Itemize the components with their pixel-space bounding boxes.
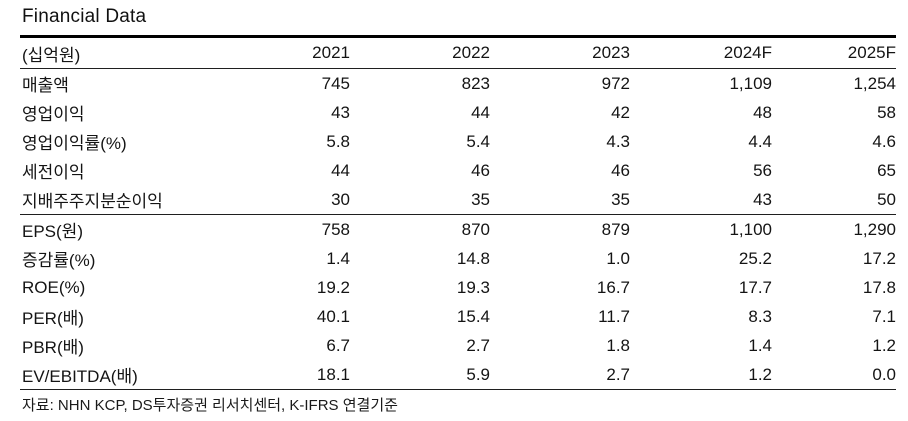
cell-value: 6.7: [326, 335, 350, 355]
cell-value: 56: [753, 160, 772, 180]
cell-value: 0.0: [772, 360, 896, 390]
cell-value: 1.4: [326, 248, 350, 268]
cell-value: 50: [772, 185, 896, 215]
cell-value: 2.7: [466, 335, 490, 355]
cell-value: 11.7: [598, 306, 630, 326]
cell-value: 44: [471, 102, 490, 122]
cell-value: 2.7: [490, 360, 630, 390]
cell-value: 30: [210, 185, 350, 215]
table-row-pbr: PBR(배) 6.7 2.7 1.8 1.4 1.2: [20, 331, 896, 360]
table-row-per: PER(배) 40.1 15.4 11.7 8.3 7.1: [20, 302, 896, 331]
cell-value: 745: [321, 73, 350, 93]
cell-value: 17.2: [862, 248, 896, 268]
cell-value: 5.9: [350, 360, 490, 390]
row-label: 지배주주지분순이익: [20, 185, 210, 215]
row-label: 영업이익률(%): [22, 134, 127, 153]
cell-value: 1.4: [748, 335, 772, 355]
cell-value: 65: [877, 160, 896, 180]
row-label: PER(배): [22, 309, 84, 328]
column-header-2025f: 2025F: [772, 36, 896, 69]
cell-value: 46: [611, 160, 630, 180]
row-label: 세전이익: [22, 163, 85, 182]
cell-value: 972: [601, 73, 630, 93]
cell-value: 25.2: [738, 248, 772, 268]
cell-value: 44: [331, 160, 350, 180]
financial-data-table: (십억원) 2021 2022 2023 2024F 2025F 매출액 745…: [20, 35, 896, 390]
table-row-operating-profit: 영업이익 43 44 42 48 58: [20, 98, 896, 127]
row-label: 증감률(%): [22, 251, 96, 270]
unit-label: (십억원): [20, 36, 210, 69]
cell-value: 1.0: [606, 248, 630, 268]
header-row: (십억원) 2021 2022 2023 2024F 2025F: [20, 36, 896, 69]
row-label: 매출액: [22, 76, 69, 95]
cell-value: 4.4: [748, 131, 772, 151]
cell-value: 17.8: [862, 277, 896, 297]
cell-value: 17.7: [738, 277, 772, 297]
cell-value: 1,290: [853, 219, 896, 239]
cell-value: 14.8: [456, 248, 490, 268]
cell-value: 35: [350, 185, 490, 215]
column-header-2024f: 2024F: [630, 36, 772, 69]
cell-value: 8.3: [748, 306, 772, 326]
cell-value: 4.6: [872, 131, 896, 151]
table-row-eps-growth: 증감률(%) 1.4 14.8 1.0 25.2 17.2: [20, 244, 896, 273]
table-row-revenue: 매출액 745 823 972 1,109 1,254: [20, 69, 896, 99]
cell-value: 5.8: [326, 131, 350, 151]
cell-value: 4.3: [606, 131, 630, 151]
cell-value: 823: [461, 73, 490, 93]
cell-value: 1,254: [853, 73, 896, 93]
table-row-controlling-net-income: 지배주주지분순이익 30 35 35 43 50: [20, 185, 896, 215]
cell-value: 43: [630, 185, 772, 215]
cell-value: 1.8: [606, 335, 630, 355]
cell-value: 758: [321, 219, 350, 239]
cell-value: 1.2: [630, 360, 772, 390]
table-row-eps: EPS(원) 758 870 879 1,100 1,290: [20, 215, 896, 245]
cell-value: 18.1: [210, 360, 350, 390]
cell-value: 870: [461, 219, 490, 239]
cell-value: 48: [753, 102, 772, 122]
column-header-2021: 2021: [210, 36, 350, 69]
row-label: ROE(%): [22, 277, 86, 297]
table-row-roe: ROE(%) 19.2 19.3 16.7 17.7 17.8: [20, 273, 896, 302]
table-row-pretax-profit: 세전이익 44 46 46 56 65: [20, 156, 896, 185]
row-label: 영업이익: [22, 105, 85, 124]
cell-value: 1,109: [729, 73, 772, 93]
cell-value: 1,100: [729, 219, 772, 239]
cell-value: 46: [471, 160, 490, 180]
cell-value: 43: [331, 102, 350, 122]
table-body: 매출액 745 823 972 1,109 1,254 영업이익 43 44 4…: [20, 69, 896, 390]
table-row-ev-ebitda: EV/EBITDA(배) 18.1 5.9 2.7 1.2 0.0: [20, 360, 896, 390]
cell-value: 5.4: [466, 131, 490, 151]
cell-value: 42: [611, 102, 630, 122]
row-label: EV/EBITDA(배): [20, 360, 210, 390]
table-header: (십억원) 2021 2022 2023 2024F 2025F: [20, 36, 896, 69]
row-label: EPS(원): [22, 222, 83, 241]
cell-value: 58: [877, 102, 896, 122]
cell-value: 16.7: [596, 277, 630, 297]
cell-value: 40.1: [316, 306, 350, 326]
cell-value: 15.4: [456, 306, 490, 326]
table-row-operating-margin: 영업이익률(%) 5.8 5.4 4.3 4.4 4.6: [20, 127, 896, 156]
cell-value: 19.3: [456, 277, 490, 297]
cell-value: 35: [490, 185, 630, 215]
page-title: Financial Data: [22, 6, 147, 27]
column-header-2023: 2023: [490, 36, 630, 69]
cell-value: 7.1: [872, 306, 896, 326]
cell-value: 1.2: [872, 335, 896, 355]
source-note: 자료: NHN KCP, DS투자증권 리서치센터, K-IFRS 연결기준: [22, 397, 398, 414]
cell-value: 19.2: [316, 277, 350, 297]
column-header-2022: 2022: [350, 36, 490, 69]
cell-value: 879: [601, 219, 630, 239]
row-label: PBR(배): [22, 338, 84, 357]
